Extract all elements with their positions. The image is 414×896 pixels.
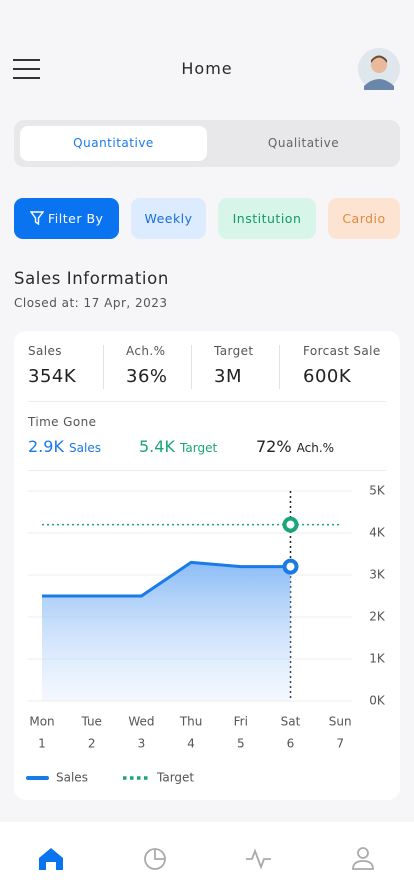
- time-gone-item: 72% Ach.%: [256, 437, 334, 456]
- x-tick-date: 4: [187, 737, 195, 751]
- chip[interactable]: Institution: [218, 198, 316, 239]
- time-gone-unit: Ach.%: [296, 441, 335, 455]
- stat-label: Sales: [28, 344, 62, 358]
- menu-icon[interactable]: [13, 58, 41, 80]
- stat-label: Forcast Sale: [303, 344, 381, 358]
- stat-label: Target: [214, 344, 254, 358]
- separator: [28, 401, 386, 402]
- separator: [28, 470, 386, 471]
- line: [42, 560, 291, 598]
- x-tick-label: Mon: [29, 715, 54, 729]
- stat-label: Ach.%: [126, 344, 166, 358]
- x-tick-date: 3: [138, 737, 146, 751]
- nav-reports[interactable]: [144, 848, 166, 870]
- bottom-nav: [0, 822, 414, 896]
- chip[interactable]: Weekly: [131, 198, 206, 239]
- legend-label: Target: [156, 771, 194, 785]
- divider: [279, 345, 280, 389]
- y-tick-label: 1K: [369, 652, 386, 666]
- time-gone-unit: Sales: [69, 441, 101, 455]
- tab[interactable]: Qualitative: [267, 136, 340, 150]
- time-gone-value: 72%: [256, 437, 292, 456]
- x-tick-label: Thu: [179, 715, 203, 729]
- page-title: Home: [181, 59, 233, 78]
- time-gone-item: 2.9K Sales: [28, 437, 101, 456]
- x-tick-date: 1: [38, 737, 46, 751]
- divider: [103, 345, 104, 389]
- section-subtitle: Closed at: 17 Apr, 2023: [14, 296, 168, 310]
- x-tick-date: 2: [88, 737, 96, 751]
- x-tick-date: 5: [237, 737, 245, 751]
- chip[interactable]: Cardio: [328, 198, 400, 239]
- filter-label: Filter By: [48, 211, 104, 226]
- stat-value: 3M: [214, 366, 242, 387]
- point-marker: [282, 516, 299, 533]
- point-marker: [282, 558, 299, 575]
- nav-home[interactable]: [39, 848, 63, 870]
- chart: 0K 1K 2K 3K 4K 5K Mon 1 Tue 2 Wed 3 Thu 4 Fri 5 Sat 6 Sun 7…: [26, 484, 386, 785]
- x-tick-label: Fri: [234, 715, 248, 729]
- x-tick-label: Wed: [128, 715, 154, 729]
- time-gone-value: 2.9K: [28, 437, 64, 456]
- tab[interactable]: Quantitative: [20, 126, 207, 161]
- nav-profile[interactable]: [352, 847, 374, 870]
- time-gone-item: 5.4K Target: [139, 437, 217, 456]
- area: [42, 562, 291, 701]
- y-tick-label: 0K: [369, 694, 386, 708]
- legend-label: Sales: [56, 771, 88, 785]
- stat-value: 354K: [28, 366, 77, 387]
- x-tick-date: 7: [336, 737, 344, 751]
- y-tick-label: 2K: [369, 610, 386, 624]
- stat-value: 600K: [303, 366, 352, 387]
- x-tick-label: Tue: [80, 715, 102, 729]
- x-tick-label: Sat: [281, 715, 301, 729]
- stat-value: 36%: [126, 366, 168, 387]
- time-gone-unit: Target: [180, 441, 218, 455]
- nav-activity[interactable]: [246, 848, 271, 870]
- time-gone-label: Time Gone: [28, 415, 97, 429]
- x-tick-label: Sun: [329, 715, 352, 729]
- divider: [191, 345, 192, 389]
- y-tick-label: 5K: [369, 484, 386, 498]
- time-gone-value: 5.4K: [139, 437, 175, 456]
- filter-icon: [29, 211, 44, 226]
- filter-button[interactable]: Filter By: [14, 198, 119, 239]
- y-tick-label: 4K: [369, 526, 386, 540]
- nav-icons: [39, 847, 374, 870]
- x-tick-date: 6: [287, 737, 295, 751]
- avatar[interactable]: [358, 48, 400, 90]
- y-tick-label: 3K: [369, 568, 386, 582]
- section-title: Sales Information: [14, 269, 169, 288]
